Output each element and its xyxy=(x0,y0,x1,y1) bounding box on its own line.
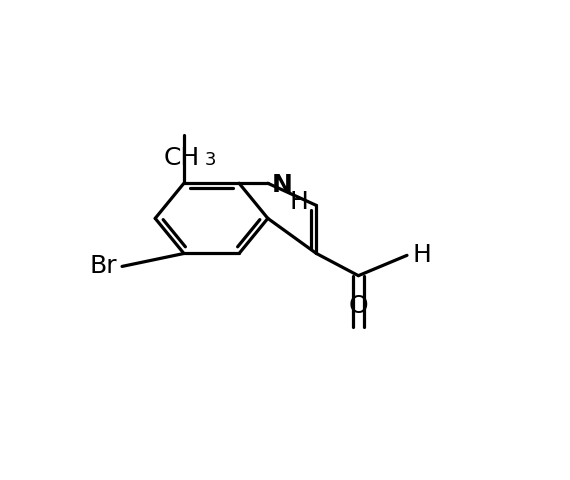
Text: Br: Br xyxy=(89,254,117,278)
Text: CH: CH xyxy=(164,145,200,169)
Text: 3: 3 xyxy=(205,151,217,169)
Text: H: H xyxy=(289,190,308,214)
Text: H: H xyxy=(412,243,431,267)
Text: N: N xyxy=(272,173,293,197)
Text: O: O xyxy=(349,294,368,318)
